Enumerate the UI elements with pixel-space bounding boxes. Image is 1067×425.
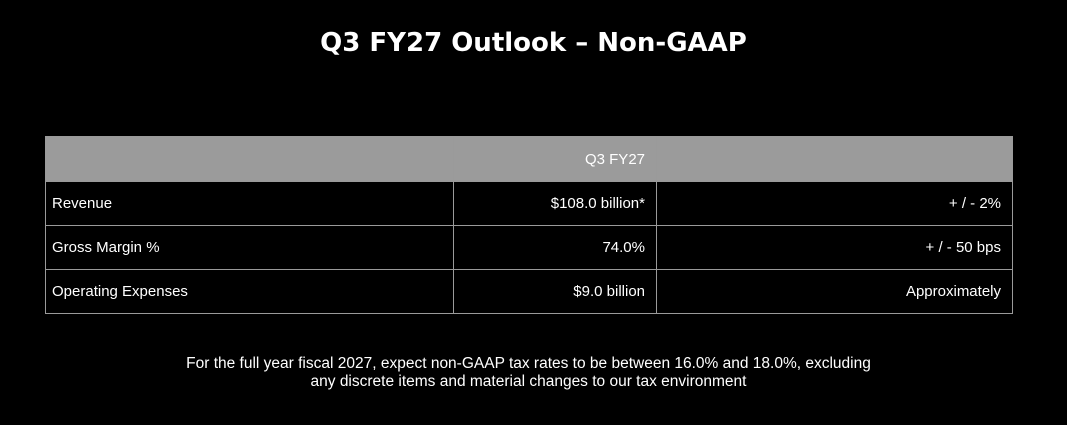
row-label: Gross Margin % <box>45 225 454 270</box>
table-header-row: Q3 FY27 <box>45 136 1013 182</box>
row-value: 74.0% <box>453 225 657 270</box>
header-cell-range <box>656 136 1013 182</box>
row-value: $9.0 billion <box>453 269 657 314</box>
row-range: + / - 2% <box>656 181 1013 226</box>
footnote-line-1: For the full year fiscal 2027, expect no… <box>186 355 871 372</box>
slide-title: Q3 FY27 Outlook – Non-GAAP <box>320 28 747 58</box>
table-row-revenue: Revenue $108.0 billion* + / - 2% <box>45 181 1013 226</box>
footnote-line-2: any discrete items and material changes … <box>310 373 747 390</box>
row-label: Revenue <box>45 181 454 226</box>
table-row-gross-margin: Gross Margin % 74.0% + / - 50 bps <box>45 225 1013 270</box>
row-value: $108.0 billion* <box>453 181 657 226</box>
row-label: Operating Expenses <box>45 269 454 314</box>
row-range: Approximately <box>656 269 1013 314</box>
header-cell-period: Q3 FY27 <box>453 136 657 182</box>
header-cell-label <box>45 136 454 182</box>
table-row-operating-expenses: Operating Expenses $9.0 billion Approxim… <box>45 269 1013 314</box>
row-range: + / - 50 bps <box>656 225 1013 270</box>
footnote: For the full year fiscal 2027, expect no… <box>0 355 1057 391</box>
outlook-table: Q3 FY27 Revenue $108.0 billion* + / - 2%… <box>45 136 1013 314</box>
